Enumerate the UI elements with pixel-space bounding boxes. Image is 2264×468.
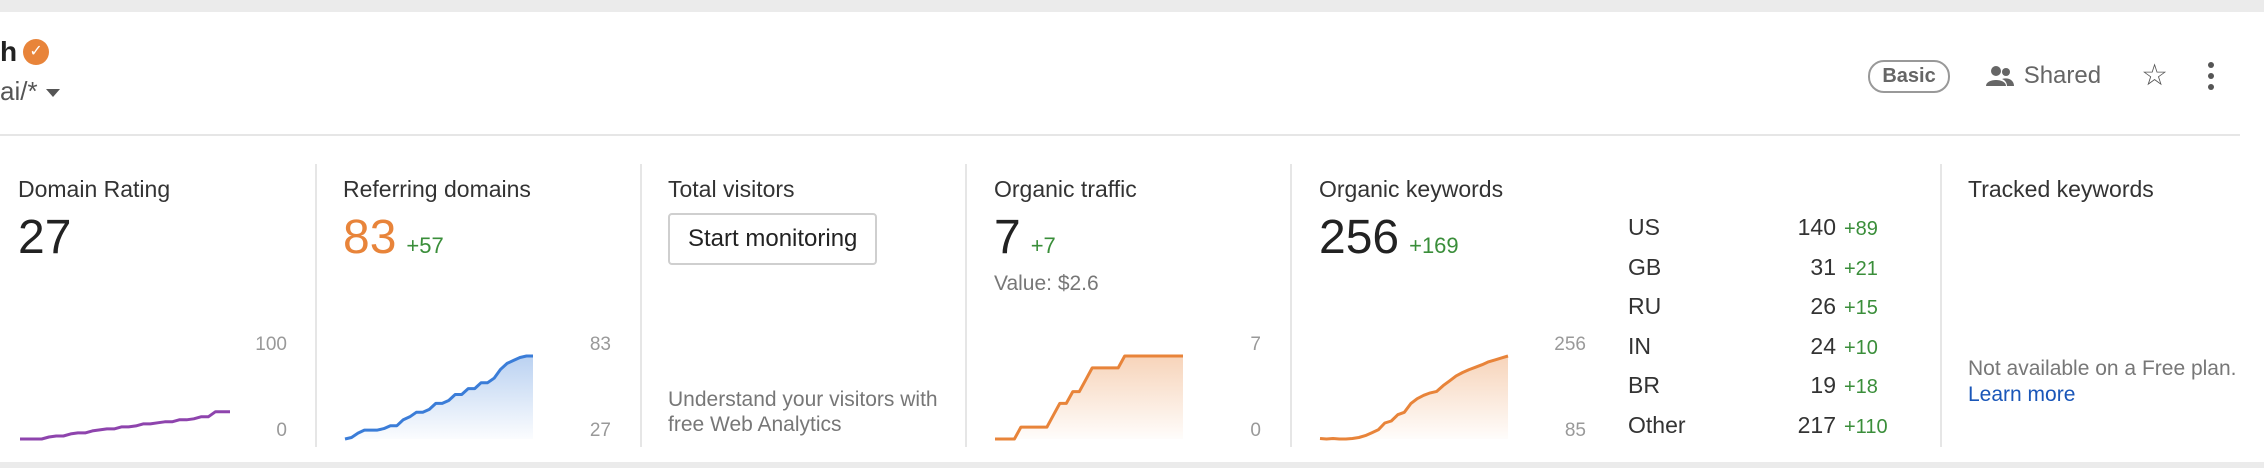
organic-keywords-number: 256 xyxy=(1319,211,1400,264)
country-value: 140 xyxy=(1797,214,1836,240)
organic-traffic-label: Organic traffic xyxy=(994,176,1137,202)
organic-traffic-value-usd: Value: $2.6 xyxy=(994,272,1099,295)
country-row[interactable]: US 140 +89 xyxy=(1628,214,1918,254)
shared-label: Shared xyxy=(2023,62,2102,89)
tracked-keywords-unavailable: Not available on a Free plan. Learn more xyxy=(1968,356,2258,408)
organic-traffic-number: 7 xyxy=(994,211,1021,264)
country-row[interactable]: IN 24 +10 xyxy=(1628,333,1918,373)
organic-keywords-value: 256 +169 xyxy=(1319,214,1459,262)
organic-traffic-delta: +7 xyxy=(1030,233,1056,258)
total-visitors-label: Total visitors xyxy=(668,176,795,202)
sparkline-area xyxy=(1320,356,1508,439)
tracked-keywords-label: Tracked keywords xyxy=(1968,176,2154,202)
organic-traffic-sparkline xyxy=(995,354,1183,441)
country-code: IN xyxy=(1628,332,1651,359)
country-breakdown-table: US 140 +89 GB 31 +21 RU 26 +15 IN 24 +10 BR 19 +18… xyxy=(1628,214,1918,452)
referring-domains-number: 83 xyxy=(343,211,397,264)
country-value: 24 xyxy=(1810,332,1836,359)
axis-max: 256 xyxy=(1554,334,1586,355)
country-code: GB xyxy=(1628,253,1662,280)
total-visitors-card[interactable]: Total visitors Start monitoring Understa… xyxy=(642,164,967,447)
country-value: 31 xyxy=(1810,253,1836,280)
verified-check-icon: ✓ xyxy=(23,39,50,65)
country-delta: +10 xyxy=(1844,336,1878,359)
referring-domains-delta: +57 xyxy=(406,233,444,258)
sparkline-area xyxy=(345,356,533,439)
country-code: BR xyxy=(1628,372,1660,399)
country-delta: +21 xyxy=(1844,257,1878,280)
project-header: h ✓ ai/* Basic Shared ☆ xyxy=(0,12,2240,136)
users-icon xyxy=(1985,66,2014,86)
axis-min: 0 xyxy=(276,420,287,441)
overview-panel: h ✓ ai/* Basic Shared ☆ Domain xyxy=(0,12,2264,462)
axis-min: 85 xyxy=(1564,420,1586,441)
referring-domains-card[interactable]: Referring domains 83 +57 83 27 xyxy=(317,164,642,447)
organic-traffic-value: 7 +7 xyxy=(994,214,1056,262)
domain-rating-sparkline xyxy=(20,410,230,441)
learn-more-link[interactable]: Learn more xyxy=(1968,383,2076,406)
sparkline-line xyxy=(1319,354,1509,441)
web-analytics-hint: Understand your visitors with free Web A… xyxy=(668,388,938,436)
axis-min: 0 xyxy=(1250,420,1261,441)
axis-max: 83 xyxy=(589,334,611,355)
axis-max: 100 xyxy=(255,334,287,355)
country-row[interactable]: BR 19 +18 xyxy=(1628,372,1918,412)
country-code: Other xyxy=(1628,411,1686,438)
domain-rating-card[interactable]: Domain Rating 27 100 0 xyxy=(0,164,317,447)
country-row[interactable]: RU 26 +15 xyxy=(1628,293,1918,333)
url-mode-selector[interactable]: ai/* xyxy=(0,76,60,107)
country-code: US xyxy=(1628,214,1660,240)
tracked-keywords-card[interactable]: Tracked keywords Not available on a Free… xyxy=(1942,164,2264,447)
organic-traffic-card[interactable]: Organic traffic 7 +7 Value: $2.6 7 0 xyxy=(967,164,1292,447)
country-value: 217 xyxy=(1797,411,1836,438)
sparkline-line xyxy=(20,410,230,441)
star-icon[interactable]: ☆ xyxy=(2141,59,2168,92)
header-actions: Basic Shared ☆ xyxy=(1868,56,2214,96)
chevron-down-icon xyxy=(45,89,60,97)
country-delta: +18 xyxy=(1844,376,1878,399)
referring-domains-value: 83 +57 xyxy=(343,214,444,262)
axis-max: 7 xyxy=(1250,334,1261,355)
sparkline-line xyxy=(344,354,533,441)
country-delta: +89 xyxy=(1844,218,1878,240)
domain-rating-label: Domain Rating xyxy=(18,176,171,202)
sparkline-line xyxy=(995,354,1183,441)
axis-min: 27 xyxy=(589,420,611,441)
organic-keywords-card[interactable]: Organic keywords 256 +169 256 85 US 140 +89… xyxy=(1292,164,1942,447)
referring-domains-label: Referring domains xyxy=(343,176,531,202)
organic-keywords-delta: +169 xyxy=(1409,233,1459,258)
unavailable-note: Not available on a Free plan. xyxy=(1968,357,2237,380)
country-row[interactable]: Other 217 +110 xyxy=(1628,412,1918,452)
country-value: 26 xyxy=(1810,293,1836,320)
project-title[interactable]: h ✓ xyxy=(0,36,50,68)
project-title-text: h xyxy=(0,36,18,67)
referring-domains-sparkline xyxy=(344,354,533,441)
organic-keywords-sparkline xyxy=(1319,354,1509,441)
country-row[interactable]: GB 31 +21 xyxy=(1628,254,1918,294)
country-code: RU xyxy=(1628,293,1662,320)
country-value: 19 xyxy=(1810,372,1836,399)
start-monitoring-button[interactable]: Start monitoring xyxy=(668,213,878,265)
domain-rating-value: 27 xyxy=(18,211,72,264)
organic-keywords-label: Organic keywords xyxy=(1319,176,1504,202)
plan-badge: Basic xyxy=(1868,59,1950,93)
metrics-row: Domain Rating 27 100 0 Referring domains… xyxy=(0,164,2264,447)
more-options-icon[interactable] xyxy=(2208,62,2214,90)
country-delta: +15 xyxy=(1844,297,1878,320)
sparkline-area xyxy=(995,356,1183,439)
country-delta: +110 xyxy=(1844,415,1888,438)
shared-button[interactable]: Shared xyxy=(1985,62,2102,90)
url-fragment: ai/* xyxy=(0,76,38,106)
